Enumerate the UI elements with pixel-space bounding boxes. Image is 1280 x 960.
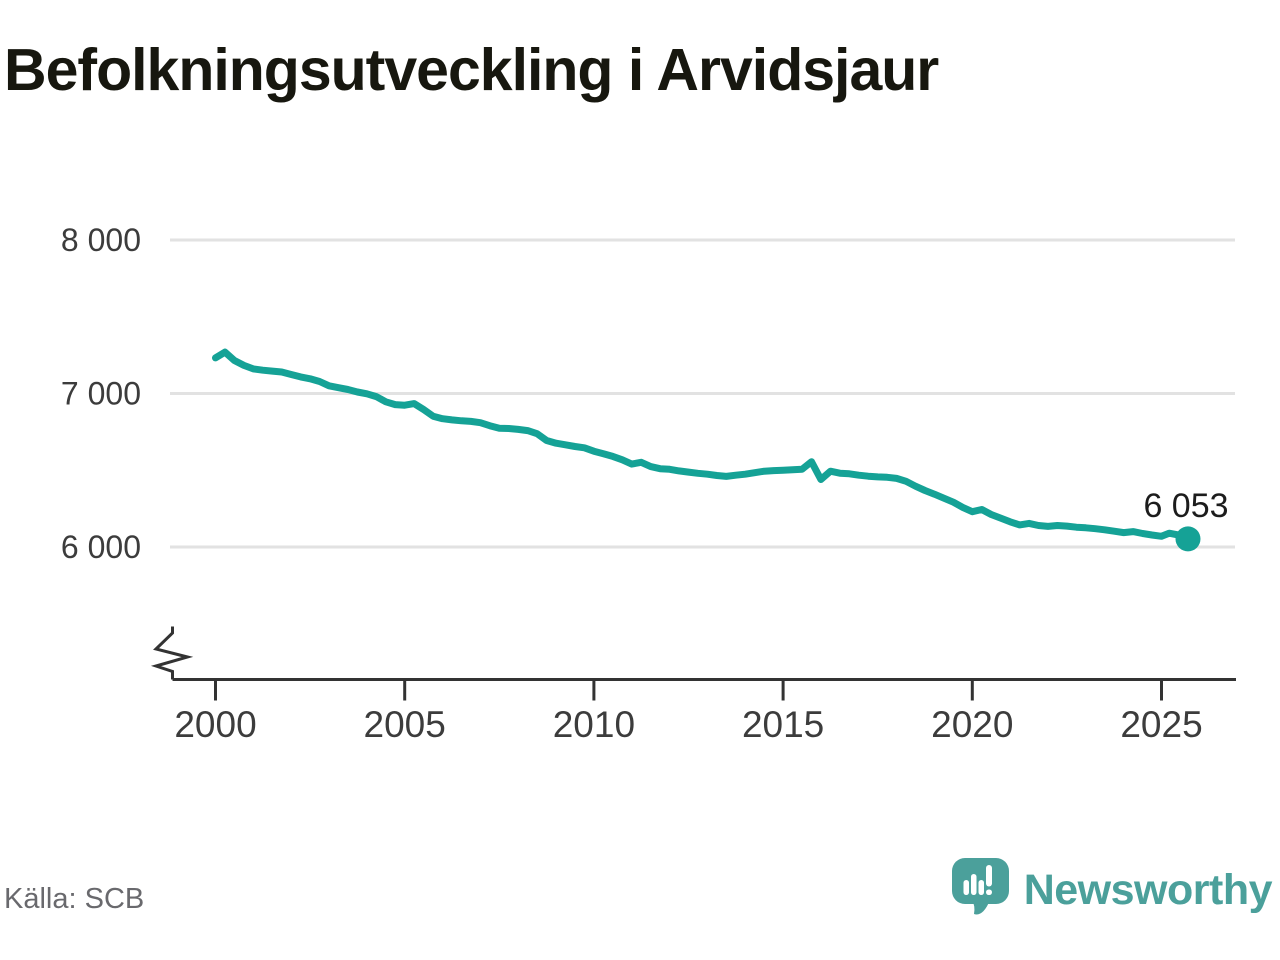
- population-line: [212, 348, 1192, 543]
- newsworthy-speech-bubble-chart-icon: [951, 858, 1009, 915]
- exclamation-glyph-stem: [985, 865, 992, 887]
- source-caption: Källa: SCB: [4, 883, 145, 915]
- y-axis-tick-label: 6 000: [61, 529, 141, 565]
- x-axis-tick-label: 2020: [931, 704, 1013, 745]
- speech-bubble-tail: [971, 900, 990, 915]
- y-axis-tick-label: 8 000: [61, 222, 141, 258]
- newsworthy-logo: Newsworthy: [951, 858, 1273, 922]
- latest-value-label: 6 053: [1143, 487, 1228, 525]
- page-title: Befolkningsutveckling i Arvidsjaur: [4, 37, 939, 103]
- x-axis-tick-label: 2010: [553, 704, 635, 745]
- newsworthy-wordmark: Newsworthy: [1023, 865, 1273, 914]
- x-axis-tick-label: 2015: [742, 704, 824, 745]
- x-axis-tick-label: 2025: [1120, 704, 1202, 745]
- exclamation-glyph-dot: [985, 889, 992, 895]
- y-axis-tick-label: 7 000: [61, 376, 141, 412]
- axis-break-icon: [150, 626, 194, 680]
- bar-chart-glyph-bar3: [978, 880, 984, 895]
- latest-value-dot: [1175, 526, 1201, 552]
- bar-chart-glyph-bar2: [970, 874, 977, 895]
- x-axis-tick-label: 2005: [364, 704, 446, 745]
- bar-chart-glyph-bar1: [963, 880, 969, 895]
- x-axis-tick-label: 2000: [174, 704, 256, 745]
